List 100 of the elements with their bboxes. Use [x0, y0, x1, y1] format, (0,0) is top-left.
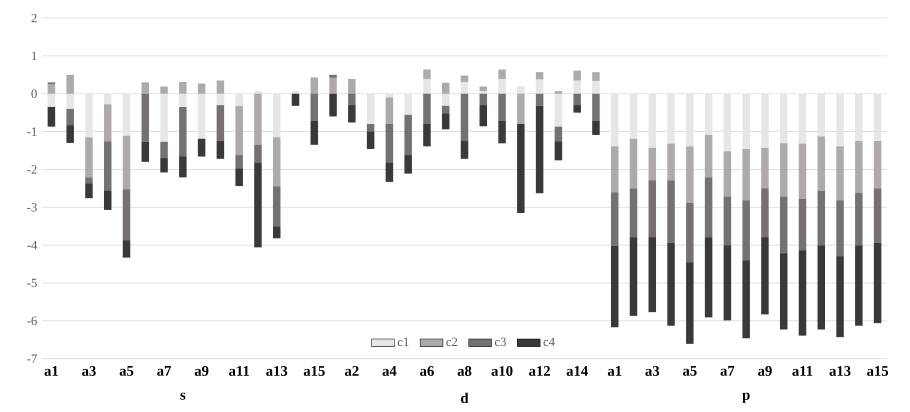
bar: [855, 192, 863, 246]
bar: [329, 94, 337, 116]
bar: [348, 94, 356, 106]
bar: [142, 94, 150, 142]
bar: [460, 82, 468, 94]
bar: [536, 106, 544, 194]
bar: [517, 124, 525, 213]
bar: [216, 94, 224, 106]
x-tick-label: a13: [266, 366, 288, 376]
bar: [686, 202, 694, 263]
bar: [198, 84, 206, 94]
bar: [667, 94, 675, 144]
bar: [480, 94, 488, 106]
bar: [704, 177, 712, 238]
bar: [85, 94, 93, 138]
bar: [667, 180, 675, 243]
bar: [179, 106, 187, 156]
bar: [742, 94, 750, 149]
bar: [630, 238, 638, 316]
bar: [66, 108, 74, 126]
bar: [254, 94, 262, 145]
bar: [235, 155, 243, 168]
bar: [648, 148, 656, 180]
bar: [704, 134, 712, 178]
bar: [667, 144, 675, 180]
bar: [818, 190, 826, 246]
bar: [404, 155, 412, 174]
bar: [235, 106, 243, 156]
bar: [592, 120, 600, 135]
bar: [517, 94, 525, 124]
bar: [818, 94, 826, 136]
bar: [798, 144, 806, 199]
bar: [104, 141, 112, 191]
x-tick-label: a12: [529, 366, 550, 376]
x-tick-label: a8: [458, 366, 472, 376]
bar: [179, 94, 187, 107]
bar: [442, 82, 450, 94]
bar: [460, 141, 468, 159]
bar: [874, 94, 882, 142]
bar: [442, 106, 450, 114]
bar: [366, 94, 374, 124]
bar: [855, 141, 863, 193]
bar: [216, 141, 224, 159]
bar: [48, 106, 56, 127]
bar: [742, 200, 750, 260]
bar: [122, 94, 130, 136]
bar: [310, 94, 318, 121]
x-tick-label: a6: [420, 366, 434, 376]
bar: [780, 196, 788, 254]
bar: [874, 242, 882, 324]
bar: [874, 188, 882, 243]
x-tick-label: a11: [229, 366, 249, 376]
bar: [480, 105, 488, 126]
x-tick-label: a5: [120, 366, 134, 376]
bar: [198, 94, 206, 139]
y-tick-label: -6: [27, 316, 37, 326]
bar: [235, 168, 243, 186]
bar: [648, 180, 656, 238]
bar: [254, 162, 262, 248]
bar: [798, 198, 806, 250]
bar: [292, 90, 300, 94]
bar: [780, 94, 788, 144]
bar: [818, 245, 826, 330]
bar: [272, 94, 280, 138]
bar: [704, 238, 712, 318]
bar: [66, 125, 74, 143]
bar: [404, 94, 412, 115]
bar: [386, 162, 394, 182]
legend-label: c1: [398, 338, 409, 346]
legend-label: c4: [544, 338, 555, 346]
bar: [85, 137, 93, 178]
bar: [142, 82, 150, 94]
bar: [686, 146, 694, 203]
bar: [122, 189, 130, 240]
bar: [630, 94, 638, 139]
bar: [404, 114, 412, 156]
bar: [536, 79, 544, 94]
bar: [48, 84, 56, 94]
bar: [610, 192, 618, 246]
bar: [122, 240, 130, 258]
x-tick-label: a1: [608, 366, 622, 376]
bar: [761, 237, 769, 314]
bar: [742, 260, 750, 338]
bar: [104, 190, 112, 210]
x-tick-label: a15: [867, 366, 888, 376]
bar: [610, 146, 618, 193]
bar: [517, 86, 525, 94]
x-tick-label: a15: [304, 366, 325, 376]
bar: [818, 136, 826, 191]
bar: [160, 94, 168, 142]
x-tick-label: a4: [382, 366, 396, 376]
bar: [160, 86, 168, 94]
y-tick-label: -4: [27, 240, 38, 250]
y-tick-label: -3: [27, 203, 37, 212]
bar: [724, 196, 732, 246]
bar: [667, 242, 675, 326]
bar: [179, 156, 187, 178]
y-tick-label: 2: [32, 14, 37, 22]
bar: [592, 80, 600, 94]
bar: [216, 80, 224, 94]
